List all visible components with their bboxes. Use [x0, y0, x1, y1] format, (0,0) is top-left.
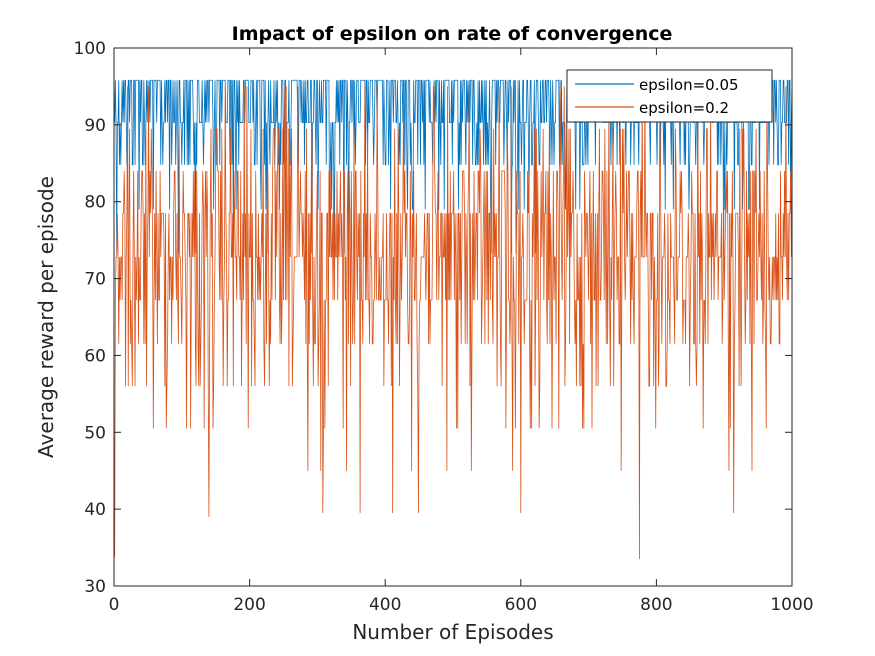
- x-tick-label: 1000: [770, 595, 813, 615]
- y-tick-label: 40: [84, 500, 106, 520]
- y-tick-label: 50: [84, 423, 106, 443]
- legend: epsilon=0.05 epsilon=0.2: [566, 69, 773, 123]
- plot-area-frame: [113, 47, 793, 587]
- axis-ticks: 0 200 400 600 800 1000 30 40 50 60 70 80 90 100: [74, 39, 814, 615]
- chart-title: Impact of epsilon on rate of convergence: [232, 23, 673, 45]
- y-tick-label: 80: [84, 193, 106, 213]
- x-tick-label: 400: [369, 595, 401, 615]
- y-axis-label: Average reward per episode: [34, 176, 58, 458]
- series-line-epsilon-0.2: [114, 86, 792, 560]
- y-tick-label: 70: [84, 270, 106, 290]
- y-tick-label: 60: [84, 346, 106, 366]
- x-tick-label: 600: [505, 595, 537, 615]
- y-tick-label: 100: [74, 39, 106, 59]
- legend-label-epsilon-0.05: epsilon=0.05: [639, 76, 739, 94]
- x-axis-label: Number of Episodes: [352, 620, 553, 644]
- legend-box: [566, 69, 773, 123]
- x-tick-label: 200: [233, 595, 265, 615]
- x-tick-label: 0: [109, 595, 120, 615]
- y-tick-label: 90: [84, 116, 106, 136]
- x-tick-label: 800: [640, 595, 672, 615]
- legend-label-epsilon-0.2: epsilon=0.2: [639, 99, 729, 117]
- y-tick-label: 30: [84, 577, 106, 597]
